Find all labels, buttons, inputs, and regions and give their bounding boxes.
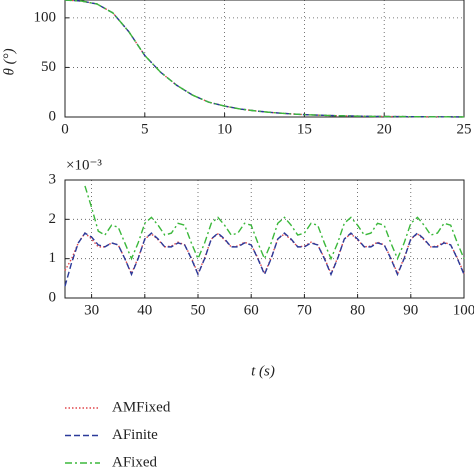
y-tick-label: 50	[41, 59, 56, 75]
x-tick-label: 70	[297, 302, 312, 318]
legend-label: AFixed	[112, 454, 158, 470]
x-axis-label: t (s)	[251, 363, 275, 379]
series-line	[64, 232, 465, 276]
x-tick-label: 15	[297, 121, 312, 137]
plot-frame	[64, 179, 465, 299]
y-tick-label: 0	[49, 108, 57, 124]
x-tick-label: 90	[403, 302, 418, 318]
x-tick-label: 100	[453, 302, 474, 318]
x-tick-label: 25	[457, 121, 472, 137]
y-tick-label: 2	[49, 211, 57, 227]
x-tick-label: 0	[61, 121, 69, 137]
legend-label: AFinite	[112, 427, 158, 443]
y-tick-label: 1	[49, 250, 57, 266]
x-tick-label: 30	[84, 302, 99, 318]
legend-label: AMFixed	[112, 399, 171, 415]
y-tick-label: 3	[49, 171, 57, 187]
x-tick-label: 40	[137, 302, 152, 318]
y-tick-label: 0	[49, 289, 57, 305]
y-axis-label: θ (°)	[1, 48, 17, 75]
x-tick-label: 80	[350, 302, 365, 318]
x-tick-label: 10	[217, 121, 232, 137]
x-tick-label: 5	[141, 121, 149, 137]
x-tick-label: 60	[244, 302, 259, 318]
x-tick-label: 20	[377, 121, 392, 137]
x-tick-label: 50	[191, 302, 206, 318]
series-line	[64, 0, 465, 118]
scale-label: ×10⁻³	[66, 157, 102, 173]
series-line	[64, 0, 465, 118]
plot-frame	[64, 0, 465, 118]
series-line	[84, 185, 465, 261]
series-line	[64, 0, 465, 118]
y-tick-label: 100	[34, 9, 57, 25]
series-line	[64, 232, 465, 287]
